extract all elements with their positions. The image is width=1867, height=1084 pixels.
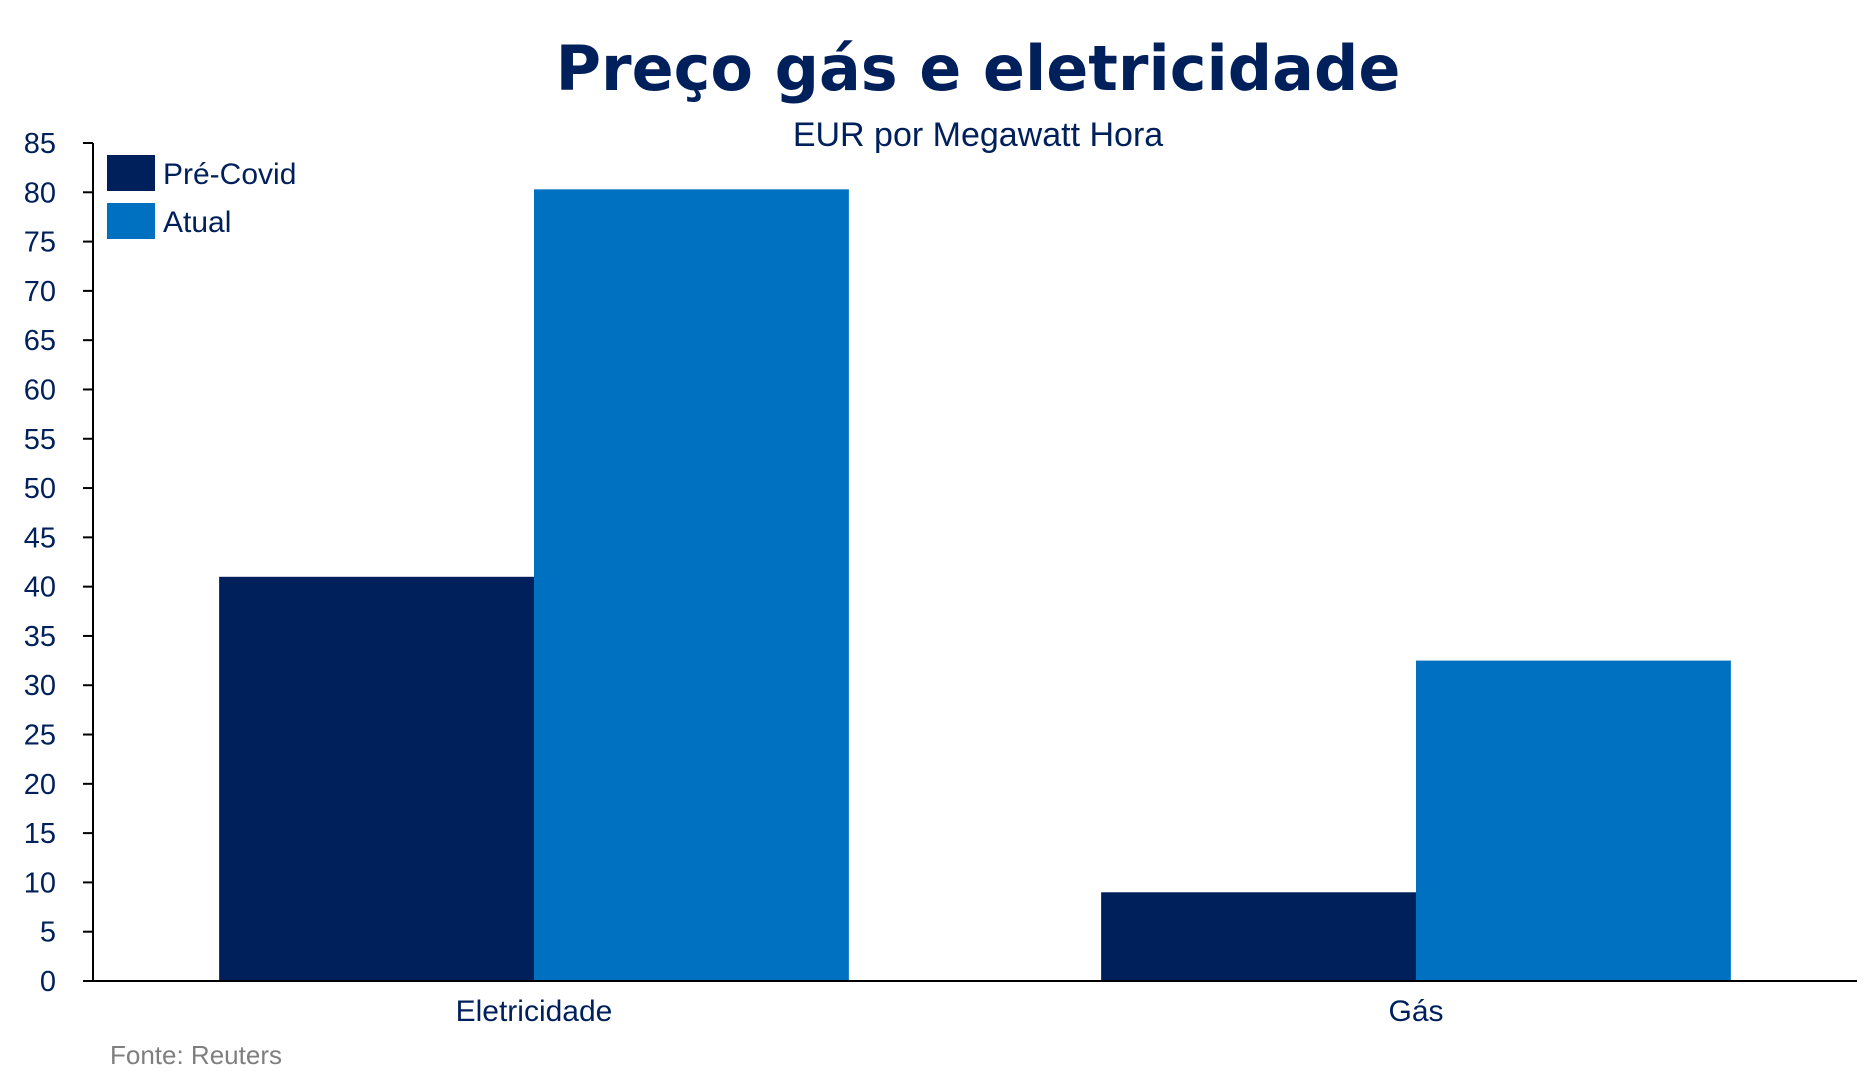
bar-1-2 (534, 189, 849, 981)
chart-title: Preço gás e eletricidade (556, 32, 1401, 105)
legend-label: Pré-Covid (163, 158, 296, 191)
y-tick-label: 80 (24, 177, 56, 209)
y-tick-label: 45 (24, 522, 56, 554)
y-tick-label: 55 (24, 424, 56, 456)
y-tick-label: 75 (24, 227, 56, 259)
y-tick-label: 35 (24, 621, 56, 653)
y-tick-label: 0 (40, 966, 56, 998)
y-tick-label: 60 (24, 374, 56, 406)
y-tick-label: 5 (40, 917, 56, 949)
source-note: Fonte: Reuters (110, 1040, 282, 1070)
chart-subtitle: EUR por Megawatt Hora (793, 116, 1163, 154)
y-tick-label: 25 (24, 720, 56, 752)
y-tick-label: 30 (24, 670, 56, 702)
y-axis: 0 5 10 15 20 25 30 35 40 45 50 55 60 65 70 75 80 85 (24, 128, 94, 998)
y-tick-label: 40 (24, 572, 56, 604)
bar-1-1 (219, 576, 534, 981)
bars (219, 189, 1731, 981)
y-tick-label: 10 (24, 867, 56, 899)
x-category-label: Eletricidade (456, 995, 613, 1028)
x-category-label: Gás (1388, 995, 1443, 1028)
legend-label: Atual (163, 206, 231, 239)
bar-2-1 (1101, 892, 1416, 981)
y-tick-label: 50 (24, 473, 56, 505)
bar-2-2 (1416, 660, 1731, 981)
legend-swatch (107, 203, 155, 239)
x-axis: Eletricidade Gás (93, 980, 1857, 1028)
y-tick-label: 85 (24, 128, 56, 160)
y-tick-label: 65 (24, 325, 56, 357)
y-tick-label: 70 (24, 276, 56, 308)
legend-swatch (107, 155, 155, 191)
y-tick-label: 20 (24, 769, 56, 801)
y-tick-label: 15 (24, 818, 56, 850)
legend: Pré-Covid Atual (107, 155, 296, 239)
